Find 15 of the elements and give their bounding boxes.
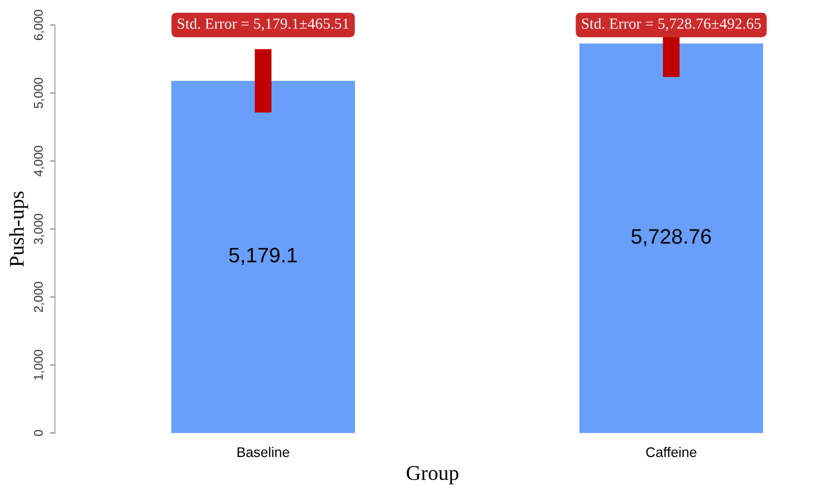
y-tick-label: 4,000 (34, 146, 44, 176)
x-tick-label: Baseline (238, 446, 290, 458)
y-tick-label: 3,000 (34, 214, 44, 244)
data-label: 5,179.1 (229, 248, 297, 265)
y-tick-label: 6,000 (34, 10, 44, 40)
annotation: Std. Error = 5,179.1±465.51 (178, 18, 349, 32)
x-axis-title: Group (406, 466, 458, 484)
x-tick-label: Caffeine (646, 446, 696, 458)
y-tick-label: 5,000 (34, 78, 44, 108)
annotation: Std. Error = 5,728.76±492.65 (582, 18, 761, 32)
y-tick-label: 1,000 (34, 350, 44, 380)
y-tick-label: 0 (34, 430, 43, 436)
y-tick-label: 2,000 (34, 282, 44, 312)
y-axis-title: Push-ups (9, 192, 28, 267)
data-label: 5,728.76 (632, 229, 711, 246)
